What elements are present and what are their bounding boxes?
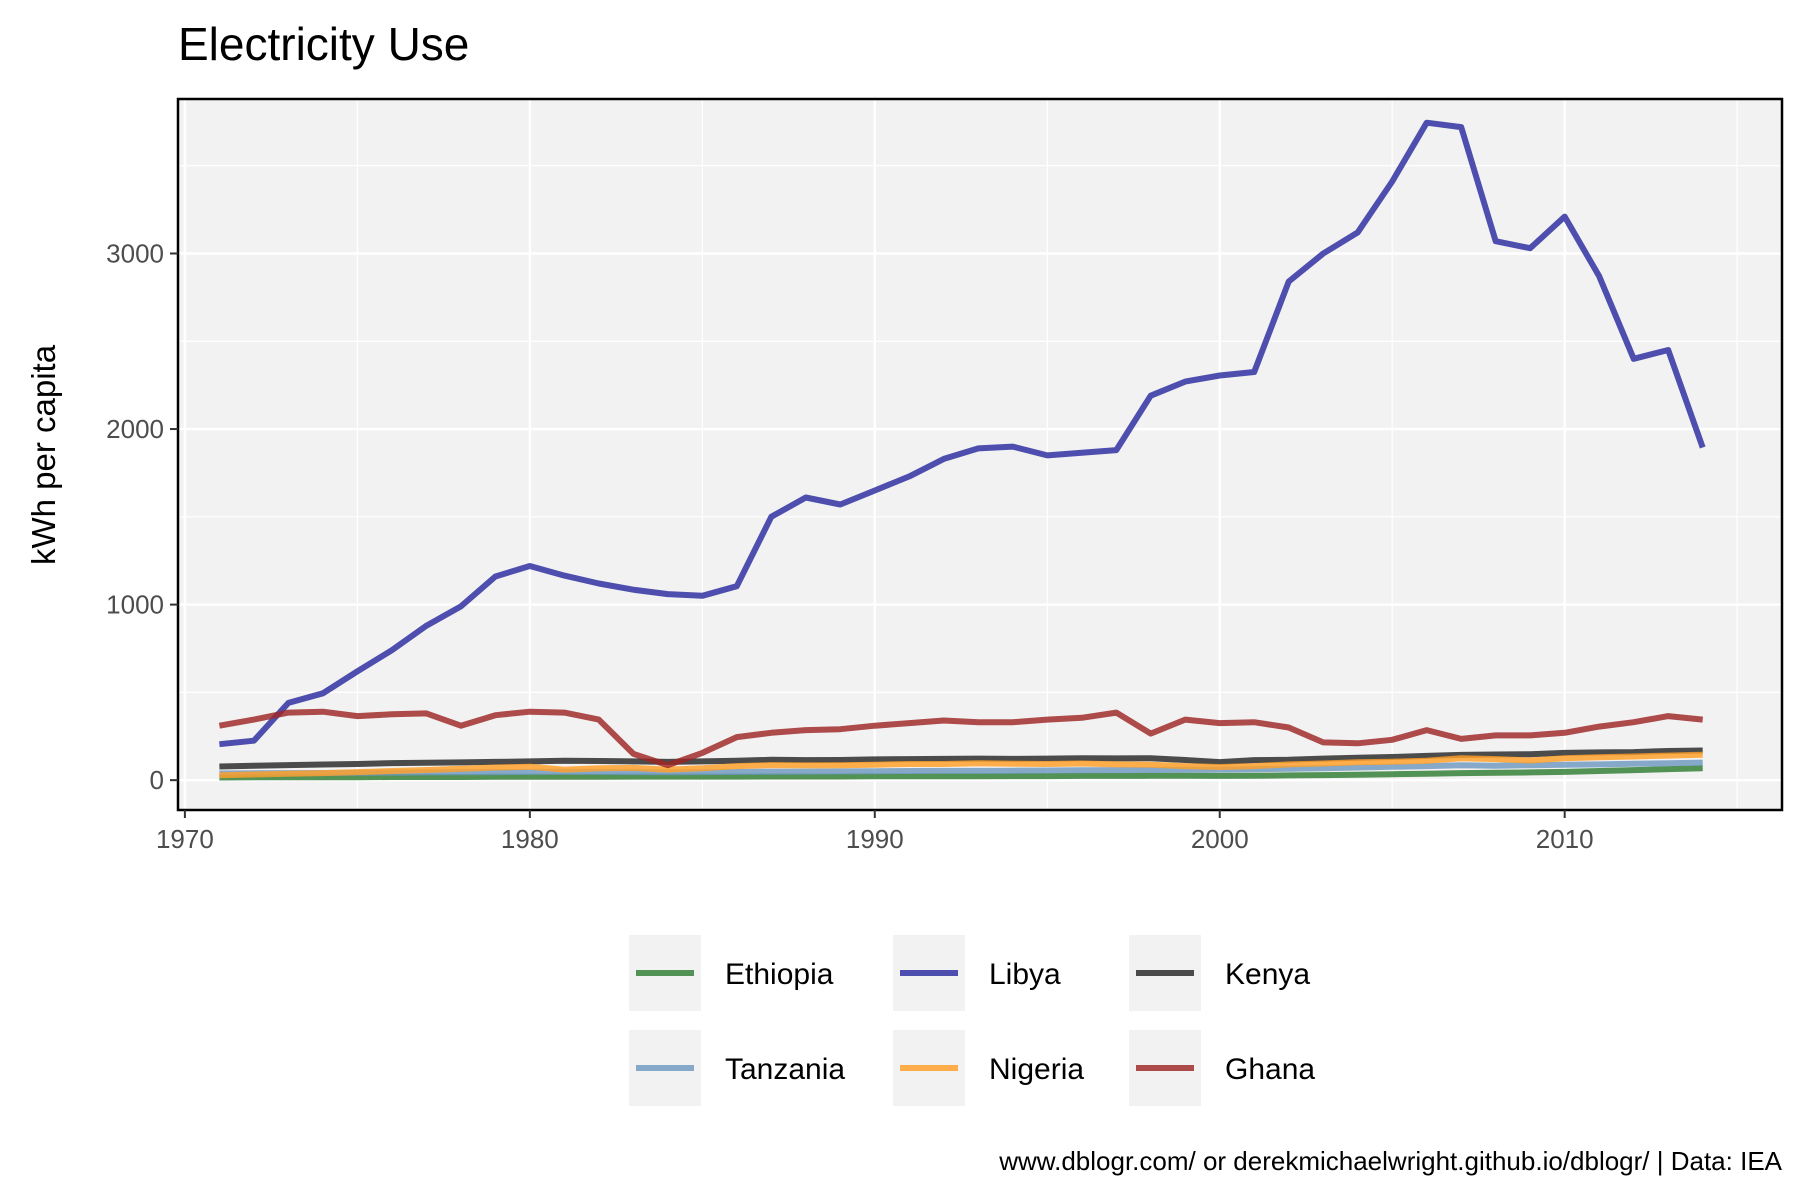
x-tick-label: 1990 — [846, 824, 904, 854]
legend-label: Nigeria — [989, 1053, 1084, 1086]
legend-item-nigeria: Nigeria — [893, 1030, 1084, 1106]
plot-panel — [178, 99, 1782, 810]
legend-label: Libya — [989, 958, 1061, 991]
legend-item-tanzania: Tanzania — [629, 1030, 845, 1106]
x-tick-label: 2010 — [1536, 824, 1594, 854]
legend-label: Ghana — [1225, 1053, 1315, 1086]
legend-label: Ethiopia — [725, 958, 834, 991]
y-tick-label: 0 — [150, 765, 164, 795]
chart-title: Electricity Use — [178, 18, 469, 70]
caption: www.dblogr.com/ or derekmichaelwright.gi… — [998, 1146, 1782, 1176]
legend-label: Kenya — [1225, 958, 1310, 991]
legend-item-ethiopia: Ethiopia — [629, 935, 834, 1011]
y-tick-label: 2000 — [106, 414, 164, 444]
x-tick-label: 2000 — [1191, 824, 1249, 854]
legend-item-ghana: Ghana — [1129, 1030, 1315, 1106]
y-tick-label: 1000 — [106, 590, 164, 620]
legend-item-kenya: Kenya — [1129, 935, 1310, 1011]
legend: Ethiopia Libya Kenya Tanzania Nigeria Ghana — [629, 935, 1315, 1106]
x-tick-label: 1970 — [156, 824, 214, 854]
x-tick-label: 1980 — [501, 824, 559, 854]
legend-label: Tanzania — [725, 1053, 845, 1086]
legend-item-libya: Libya — [893, 935, 1061, 1011]
y-tick-label: 3000 — [106, 238, 164, 268]
y-axis-label: kWh per capita — [25, 344, 62, 565]
